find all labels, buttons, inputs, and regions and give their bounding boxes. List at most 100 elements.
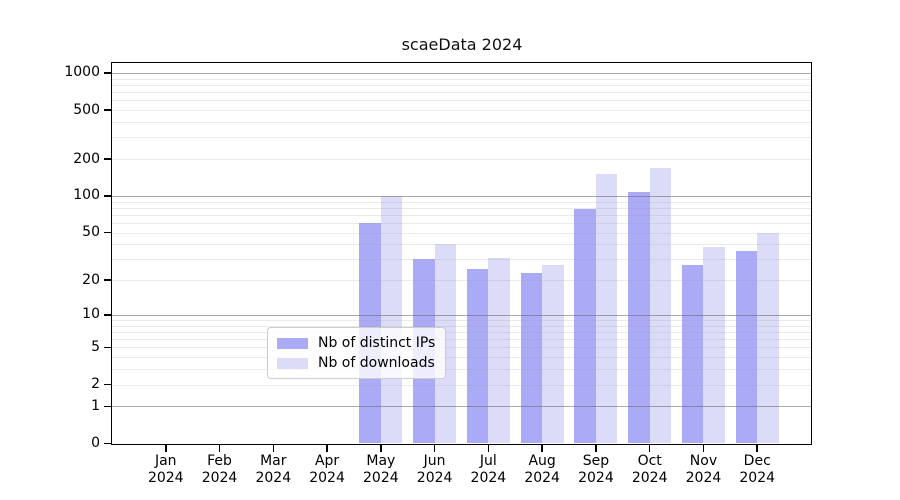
y-tick-mark xyxy=(104,231,111,234)
bar-oct-downloads xyxy=(649,167,672,444)
bar-sep-downloads xyxy=(595,174,618,444)
year-label: 2024 xyxy=(201,469,238,486)
legend-item: Nb of distinct IPs xyxy=(277,335,435,351)
y-tick-label: 0 xyxy=(91,435,100,451)
bar-nov-downloads xyxy=(703,247,725,444)
minor-gridline xyxy=(112,357,811,359)
minor-gridline xyxy=(112,110,811,112)
y-tick-label: 500 xyxy=(73,101,100,118)
x-tick-mark xyxy=(541,445,543,452)
minor-gridline xyxy=(112,223,811,224)
minor-gridline xyxy=(112,214,811,216)
month-label: Dec xyxy=(743,452,771,469)
x-tick-mark xyxy=(433,445,436,452)
y-tick-mark xyxy=(104,195,111,197)
x-tick-label-sep: Sep 2024 xyxy=(566,453,626,487)
x-tick-mark xyxy=(756,445,758,452)
y-tick-label: 1000 xyxy=(64,64,100,81)
minor-gridline xyxy=(112,244,811,246)
y-tick-mark xyxy=(104,314,111,316)
y-tick-mark xyxy=(104,346,111,349)
legend-swatch xyxy=(277,337,308,349)
minor-gridline xyxy=(112,369,811,371)
month-label: Apr xyxy=(314,452,340,469)
minor-gridline xyxy=(112,325,811,327)
minor-gridline xyxy=(112,320,811,321)
chart-title: scaeData 2024 xyxy=(401,35,523,54)
x-tick-label-jul: Jul 2024 xyxy=(458,453,518,487)
y-tick-label: 20 xyxy=(82,271,100,288)
y-tick-mark xyxy=(104,442,111,445)
x-tick-label-aug: Aug 2024 xyxy=(512,453,572,487)
minor-gridline xyxy=(112,159,811,161)
month-label: Sep xyxy=(582,452,610,469)
x-tick-mark xyxy=(380,445,382,452)
x-tick-label-nov: Nov 2024 xyxy=(673,453,733,487)
year-label: 2024 xyxy=(416,469,453,486)
x-tick-label-may: May 2024 xyxy=(351,453,411,487)
legend-swatch xyxy=(277,357,308,369)
month-label: May xyxy=(366,452,396,469)
x-tick-label-dec: Dec 2024 xyxy=(727,453,787,487)
x-tick-label-jun: Jun 2024 xyxy=(405,453,465,487)
year-label: 2024 xyxy=(685,469,722,486)
y-tick-label: 5 xyxy=(91,338,100,355)
month-label: Jan xyxy=(154,452,177,469)
bar-nov-distinct-ips xyxy=(681,264,704,444)
minor-gridline xyxy=(112,331,811,333)
bar-dec-distinct-ips xyxy=(735,251,758,444)
y-tick-mark xyxy=(104,405,111,408)
x-tick-label-feb: Feb 2024 xyxy=(190,453,250,487)
year-label: 2024 xyxy=(255,469,292,486)
year-label: 2024 xyxy=(739,469,776,486)
x-tick-mark xyxy=(595,445,597,452)
legend-item: Nb of downloads xyxy=(277,355,435,371)
x-tick-label-oct: Oct 2024 xyxy=(620,453,680,487)
minor-gridline xyxy=(112,347,811,349)
bar-oct-distinct-ips xyxy=(628,191,650,444)
y-tick-mark xyxy=(104,158,111,160)
month-label: Aug xyxy=(528,452,556,469)
bar-aug-downloads xyxy=(542,264,564,444)
legend-label: Nb of downloads xyxy=(318,355,435,371)
bar-aug-distinct-ips xyxy=(520,273,543,444)
y-tick-label: 1 xyxy=(91,397,100,414)
year-label: 2024 xyxy=(470,469,507,486)
major-gridline xyxy=(112,314,811,316)
minor-gridline xyxy=(112,280,811,282)
y-tick-label: 200 xyxy=(73,150,100,167)
major-gridline xyxy=(112,406,811,408)
y-tick-label: 10 xyxy=(82,306,100,323)
year-label: 2024 xyxy=(363,469,399,486)
minor-gridline xyxy=(112,384,811,386)
month-label: Jun xyxy=(423,452,446,469)
x-tick-mark xyxy=(648,445,651,452)
x-tick-mark xyxy=(487,445,490,452)
x-tick-label-mar: Mar 2024 xyxy=(243,453,303,487)
year-label: 2024 xyxy=(524,469,560,486)
minor-gridline xyxy=(112,339,811,341)
y-tick-mark xyxy=(104,109,111,111)
x-tick-label-apr: Apr 2024 xyxy=(297,453,357,487)
month-label: Nov xyxy=(689,452,718,469)
y-tick-label: 100 xyxy=(73,187,100,204)
plot-area: 0 1 2 5 10 20 50 100 200 500 1000 Jan 2024 Feb 2024 Mar… xyxy=(64,61,812,486)
bar-dec-downloads xyxy=(757,232,779,444)
major-gridline xyxy=(112,195,811,197)
bar-jul-downloads xyxy=(488,257,510,444)
month-label: Jul xyxy=(479,452,497,469)
bar-sep-distinct-ips xyxy=(574,209,596,444)
year-label: 2024 xyxy=(631,469,668,486)
minor-gridline xyxy=(112,122,811,123)
x-tick-label-jan: Jan 2024 xyxy=(136,453,196,487)
y-tick-label: 50 xyxy=(82,224,100,241)
minor-gridline xyxy=(112,232,811,234)
month-label: Oct xyxy=(637,452,662,469)
month-label: Feb xyxy=(207,452,232,469)
major-gridline xyxy=(112,72,811,74)
y-tick-mark xyxy=(104,279,111,281)
minor-gridline xyxy=(112,137,811,139)
minor-gridline xyxy=(112,92,811,94)
x-tick-mark xyxy=(702,445,705,452)
